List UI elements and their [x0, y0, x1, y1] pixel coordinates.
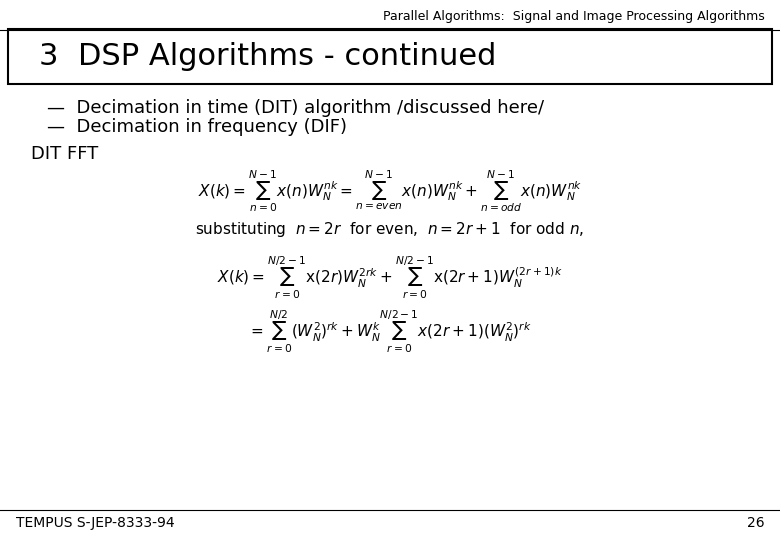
Text: DIT FFT: DIT FFT — [31, 145, 98, 163]
Text: Parallel Algorithms:  Signal and Image Processing Algorithms: Parallel Algorithms: Signal and Image Pr… — [383, 10, 764, 23]
Text: —  Decimation in time (DIT) algorithm /discussed here/: — Decimation in time (DIT) algorithm /di… — [47, 99, 544, 117]
Text: —  Decimation in frequency (DIF): — Decimation in frequency (DIF) — [47, 118, 347, 136]
Text: 26: 26 — [746, 516, 764, 530]
Text: 3  DSP Algorithms - continued: 3 DSP Algorithms - continued — [39, 42, 496, 71]
Text: TEMPUS S-JEP-8333-94: TEMPUS S-JEP-8333-94 — [16, 516, 174, 530]
Text: $X(k) = \sum_{n=0}^{N-1} x(n)W_N^{nk} = \sum_{n=even}^{N-1} x(n)W_N^{nk} + \sum_: $X(k) = \sum_{n=0}^{N-1} x(n)W_N^{nk} = … — [198, 169, 582, 214]
FancyBboxPatch shape — [8, 29, 772, 84]
Text: substituting  $n = 2r$  for even,  $n = 2r + 1$  for odd $n$,: substituting $n = 2r$ for even, $n = 2r … — [196, 220, 584, 239]
Text: $= \sum_{r=0}^{N/2} (W_N^2)^{rk} + W_N^k \sum_{r=0}^{N/2-1} x(2r+1)(W_N^2)^{rk}$: $= \sum_{r=0}^{N/2} (W_N^2)^{rk} + W_N^k… — [248, 309, 532, 355]
Text: $X(k) = \sum_{r=0}^{N/2-1} \mathrm{x}(2r)W_N^{2rk} + \sum_{r=0}^{N/2-1} \mathrm{: $X(k) = \sum_{r=0}^{N/2-1} \mathrm{x}(2r… — [218, 255, 562, 301]
